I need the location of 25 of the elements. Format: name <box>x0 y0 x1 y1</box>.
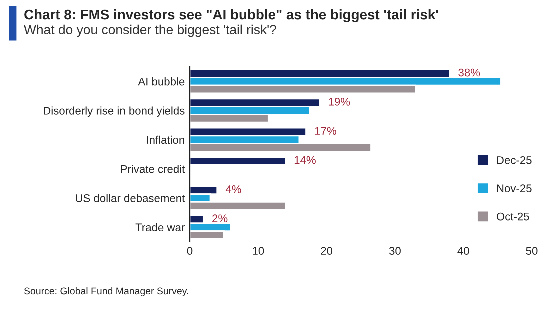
chart-title: Chart 8: FMS investors see "AI bubble" as the biggest 'tail risk' <box>24 9 438 23</box>
data-label: 2% <box>212 214 228 222</box>
legend-label: Dec-25 <box>497 156 532 164</box>
y-tick-label: US dollar debasement <box>76 194 186 202</box>
data-label: 17% <box>315 127 336 135</box>
x-tick-label: 30 <box>389 247 401 256</box>
y-tick-label: AI bubble <box>138 78 185 86</box>
x-tick-label: 10 <box>253 247 264 256</box>
x-tick-label: 20 <box>321 247 333 256</box>
data-label: 14% <box>294 156 316 164</box>
x-tick-label: 50 <box>526 247 538 256</box>
x-tick-label: 0 <box>187 247 193 256</box>
y-tick-label: Disorderly rise in bond yields <box>44 106 185 118</box>
y-tick-label: Trade war <box>136 223 185 232</box>
x-tick-label: 40 <box>458 247 470 256</box>
y-tick-label: Private credit <box>121 165 186 174</box>
source-note: Source: Global Fund Manager Survey. <box>24 287 188 297</box>
bar <box>190 156 286 166</box>
data-label: 38% <box>458 68 480 77</box>
data-label: 4% <box>226 186 242 194</box>
chart-subtitle: What do you consider the biggest 'tail risk'? <box>24 24 276 38</box>
data-label: 19% <box>329 98 350 106</box>
y-tick-label: Inflation <box>147 136 184 144</box>
legend-label: Nov-25 <box>497 184 532 193</box>
legend-label: Oct-25 <box>496 212 530 221</box>
